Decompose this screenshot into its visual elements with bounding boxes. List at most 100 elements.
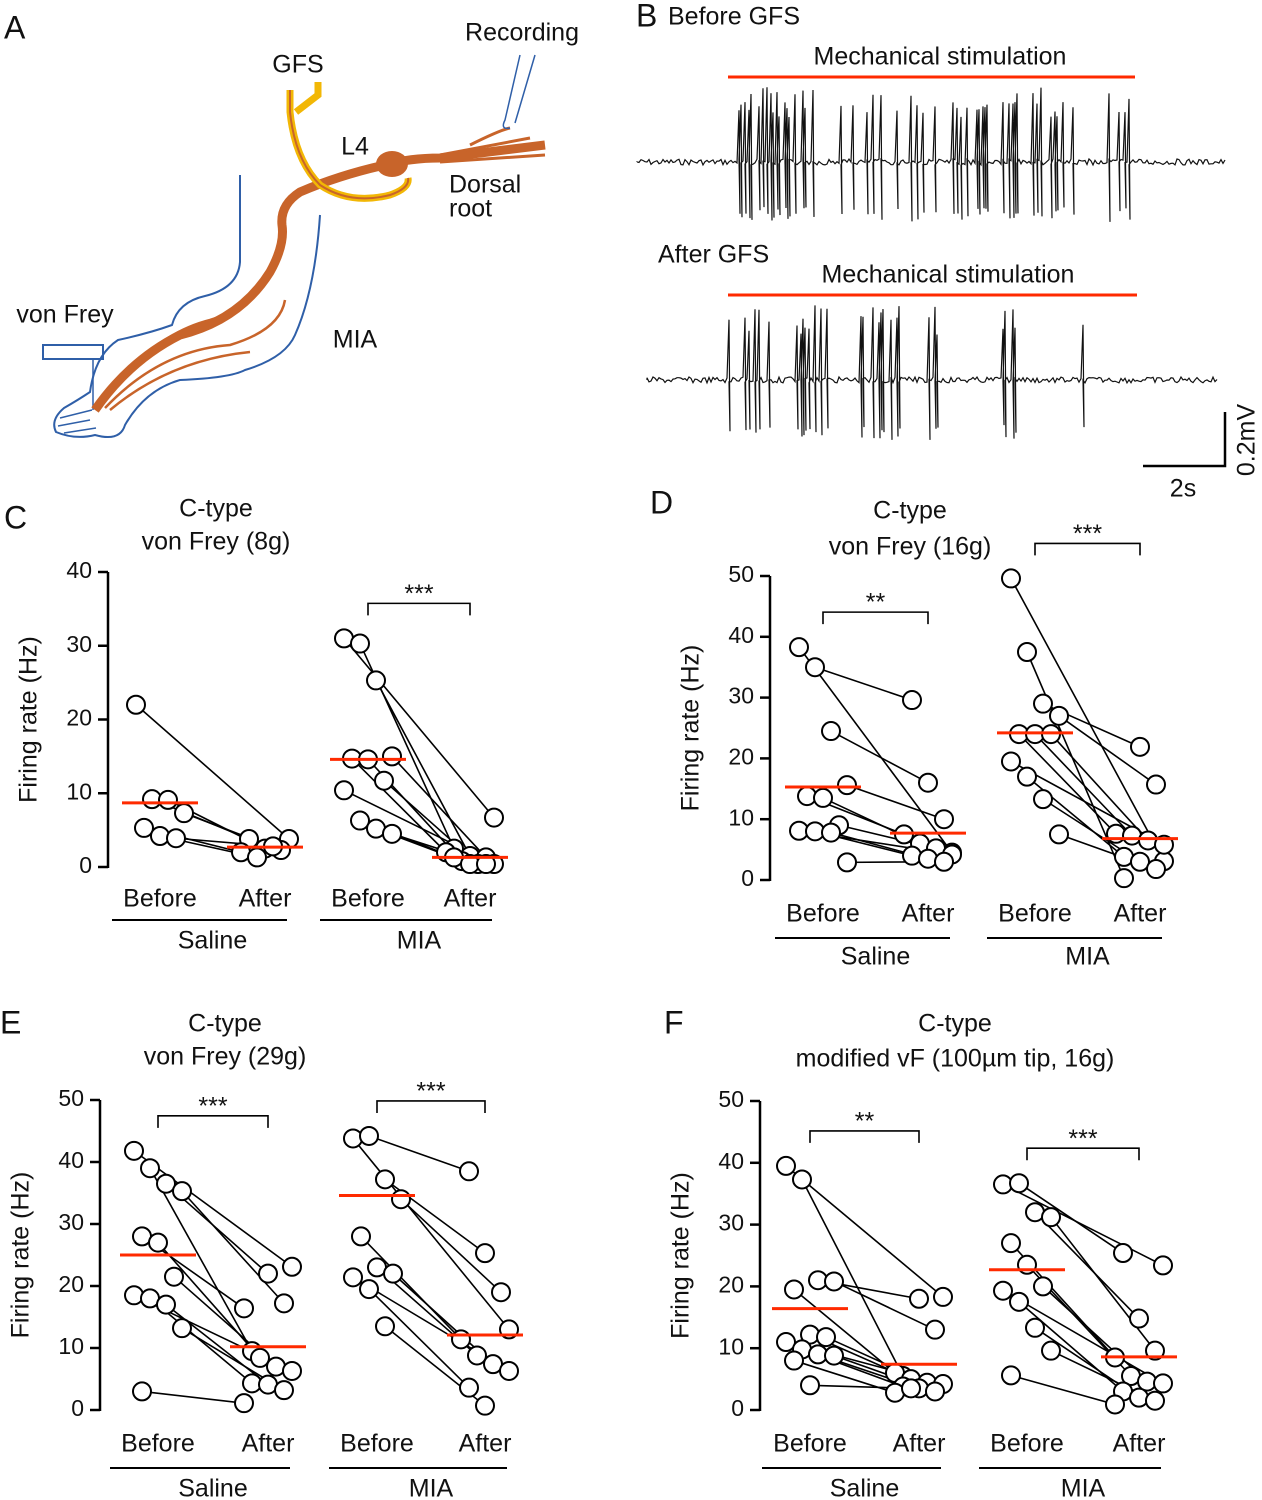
pair-line [833,1280,936,1331]
x-tick-label: Before [121,1430,195,1458]
point [1129,1387,1149,1408]
point [451,1329,471,1350]
point [1130,736,1150,757]
pair-line [343,637,495,819]
group-label: Saline [841,943,911,971]
point [1129,1308,1149,1329]
pair-line [157,1242,261,1359]
drg [376,151,408,177]
x-tick-label: After [1114,900,1167,928]
point [925,1319,945,1340]
point [837,775,857,796]
point [1105,1394,1125,1415]
pair-line [1026,776,1125,858]
diagram: A GFS Recording L4 Dorsal root von Frey … [4,9,579,438]
label: Recording [465,19,579,47]
label: root [449,195,492,223]
paw [57,409,97,434]
point [909,1288,929,1309]
chart-subtitle: von Frey (29g) [144,1043,307,1071]
scale-bar [1143,412,1227,468]
pair-line [391,755,487,858]
stimulus-label: Mechanical stimulation [822,261,1075,289]
point [164,1266,184,1287]
point [800,1375,820,1396]
chart-title: C-type [873,497,947,525]
label: von Frey [16,301,114,329]
point [934,809,954,830]
point [902,845,922,866]
y-tick-label: 10 [66,778,92,804]
pair-line [846,784,945,820]
x-tick-label: Before [773,1430,847,1458]
y-axis-label: Firing rate (Hz) [15,636,43,803]
x-tick-label: After [459,1430,512,1458]
point [1041,1340,1061,1361]
significance-label: *** [404,580,433,608]
y-tick-label: 40 [718,1148,744,1174]
pair-line [368,1288,470,1389]
pair-line [1050,1216,1156,1352]
label: MIA [333,326,378,354]
scale-label: 2s [1170,475,1196,503]
point [805,657,825,678]
point [1146,859,1166,880]
pair-line [830,730,929,784]
pair-line [1018,733,1117,835]
significance-bracket [367,602,471,616]
pair-line [801,1179,904,1377]
stimulus-label: Mechanical stimulation [814,43,1067,71]
panel-letter: F [664,1004,684,1040]
y-axis-label: Firing rate (Hz) [677,645,705,812]
point [816,1327,836,1348]
group-label: Saline [178,927,248,955]
x-tick-label: Before [998,900,1072,928]
point [334,780,354,801]
point [375,1316,395,1337]
point [382,823,402,844]
pair-line [1042,1285,1148,1383]
significance-bracket [1034,542,1141,556]
y-tick-label: 50 [718,1086,744,1112]
point [475,1243,495,1264]
pair-line [793,1288,896,1374]
significance-label: *** [416,1078,445,1106]
y-tick-label: 20 [718,1271,744,1297]
y-axis-label: Firing rate (Hz) [667,1172,695,1339]
x-tick-label: Before [786,900,860,928]
point [1130,851,1150,872]
point [258,1263,278,1284]
point [343,1267,363,1288]
point [274,1293,294,1314]
point [124,1140,144,1161]
point [234,1298,254,1319]
point [918,848,938,869]
y-tick-label: 10 [728,804,754,830]
point [282,1256,302,1277]
point [1049,705,1069,726]
pair-line [400,1198,502,1293]
pair-line [375,680,471,857]
point [475,1395,495,1416]
pair-line [1034,1211,1140,1320]
y-tick-label: 20 [728,743,754,769]
point [789,637,809,658]
trace-title: After GFS [658,241,769,269]
point [499,1360,519,1381]
gfs-core [289,90,410,200]
point [166,828,186,849]
x-tick-label: After [242,1430,295,1458]
point [1146,774,1166,795]
pair-line [181,1190,285,1304]
y-tick-label: 50 [58,1085,84,1111]
group-label: Saline [178,1475,248,1500]
group-label: MIA [409,1475,454,1500]
chart-subtitle: von Frey (8g) [142,528,291,556]
point [1041,1207,1061,1228]
y-tick-label: 10 [718,1333,744,1359]
point [158,789,178,810]
recording-electrode [502,54,536,130]
panel-letter: B [636,0,657,33]
scale-label: 0.2mV [1233,404,1261,477]
point [343,1128,363,1149]
